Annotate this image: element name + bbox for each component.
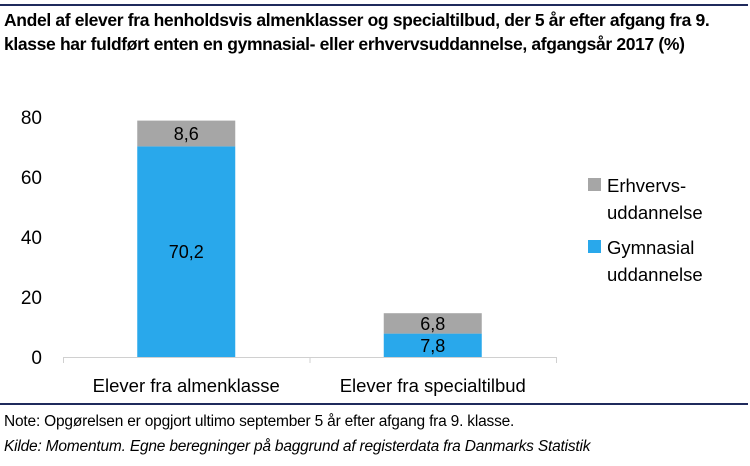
note-text: Note: Opgørelsen er opgjort ultimo septe… (4, 413, 515, 430)
y-tick-label: 20 (21, 288, 42, 309)
legend-label: Gymnasial (607, 237, 694, 258)
x-tick-label: Elever fra almenklasse (93, 375, 280, 396)
legend-label: uddannelse (607, 202, 703, 223)
x-tick-label: Elever fra specialtilbud (340, 375, 526, 396)
bottom-rule (0, 403, 748, 405)
bar-segment (137, 146, 236, 357)
legend-label: Erhvervs- (607, 175, 686, 196)
source-text: Kilde: Momentum. Egne beregninger på bag… (4, 438, 591, 455)
legend-label: uddannelse (607, 264, 703, 285)
y-tick-label: 0 (31, 348, 42, 369)
top-rule (0, 4, 748, 6)
y-tick-label: 60 (21, 168, 42, 189)
bar-segment (383, 333, 482, 357)
bar-segment (383, 313, 482, 334)
bar-segment (137, 120, 236, 147)
stacked-bar-chart: 0 20 40 60 80 70,2 8,6 Elever fra almenklasse 7,… (21, 108, 703, 396)
data-label: 70,2 (169, 242, 204, 262)
y-tick-label: 40 (21, 228, 42, 249)
y-tick-label: 80 (21, 108, 42, 129)
chart-title: Andel af elever fra henholdsvis almenkla… (4, 10, 710, 54)
data-label: 6,8 (420, 314, 445, 334)
data-label: 7,8 (420, 336, 445, 356)
data-label: 8,6 (174, 124, 199, 144)
legend-swatch (588, 178, 601, 191)
legend-swatch (588, 240, 601, 253)
